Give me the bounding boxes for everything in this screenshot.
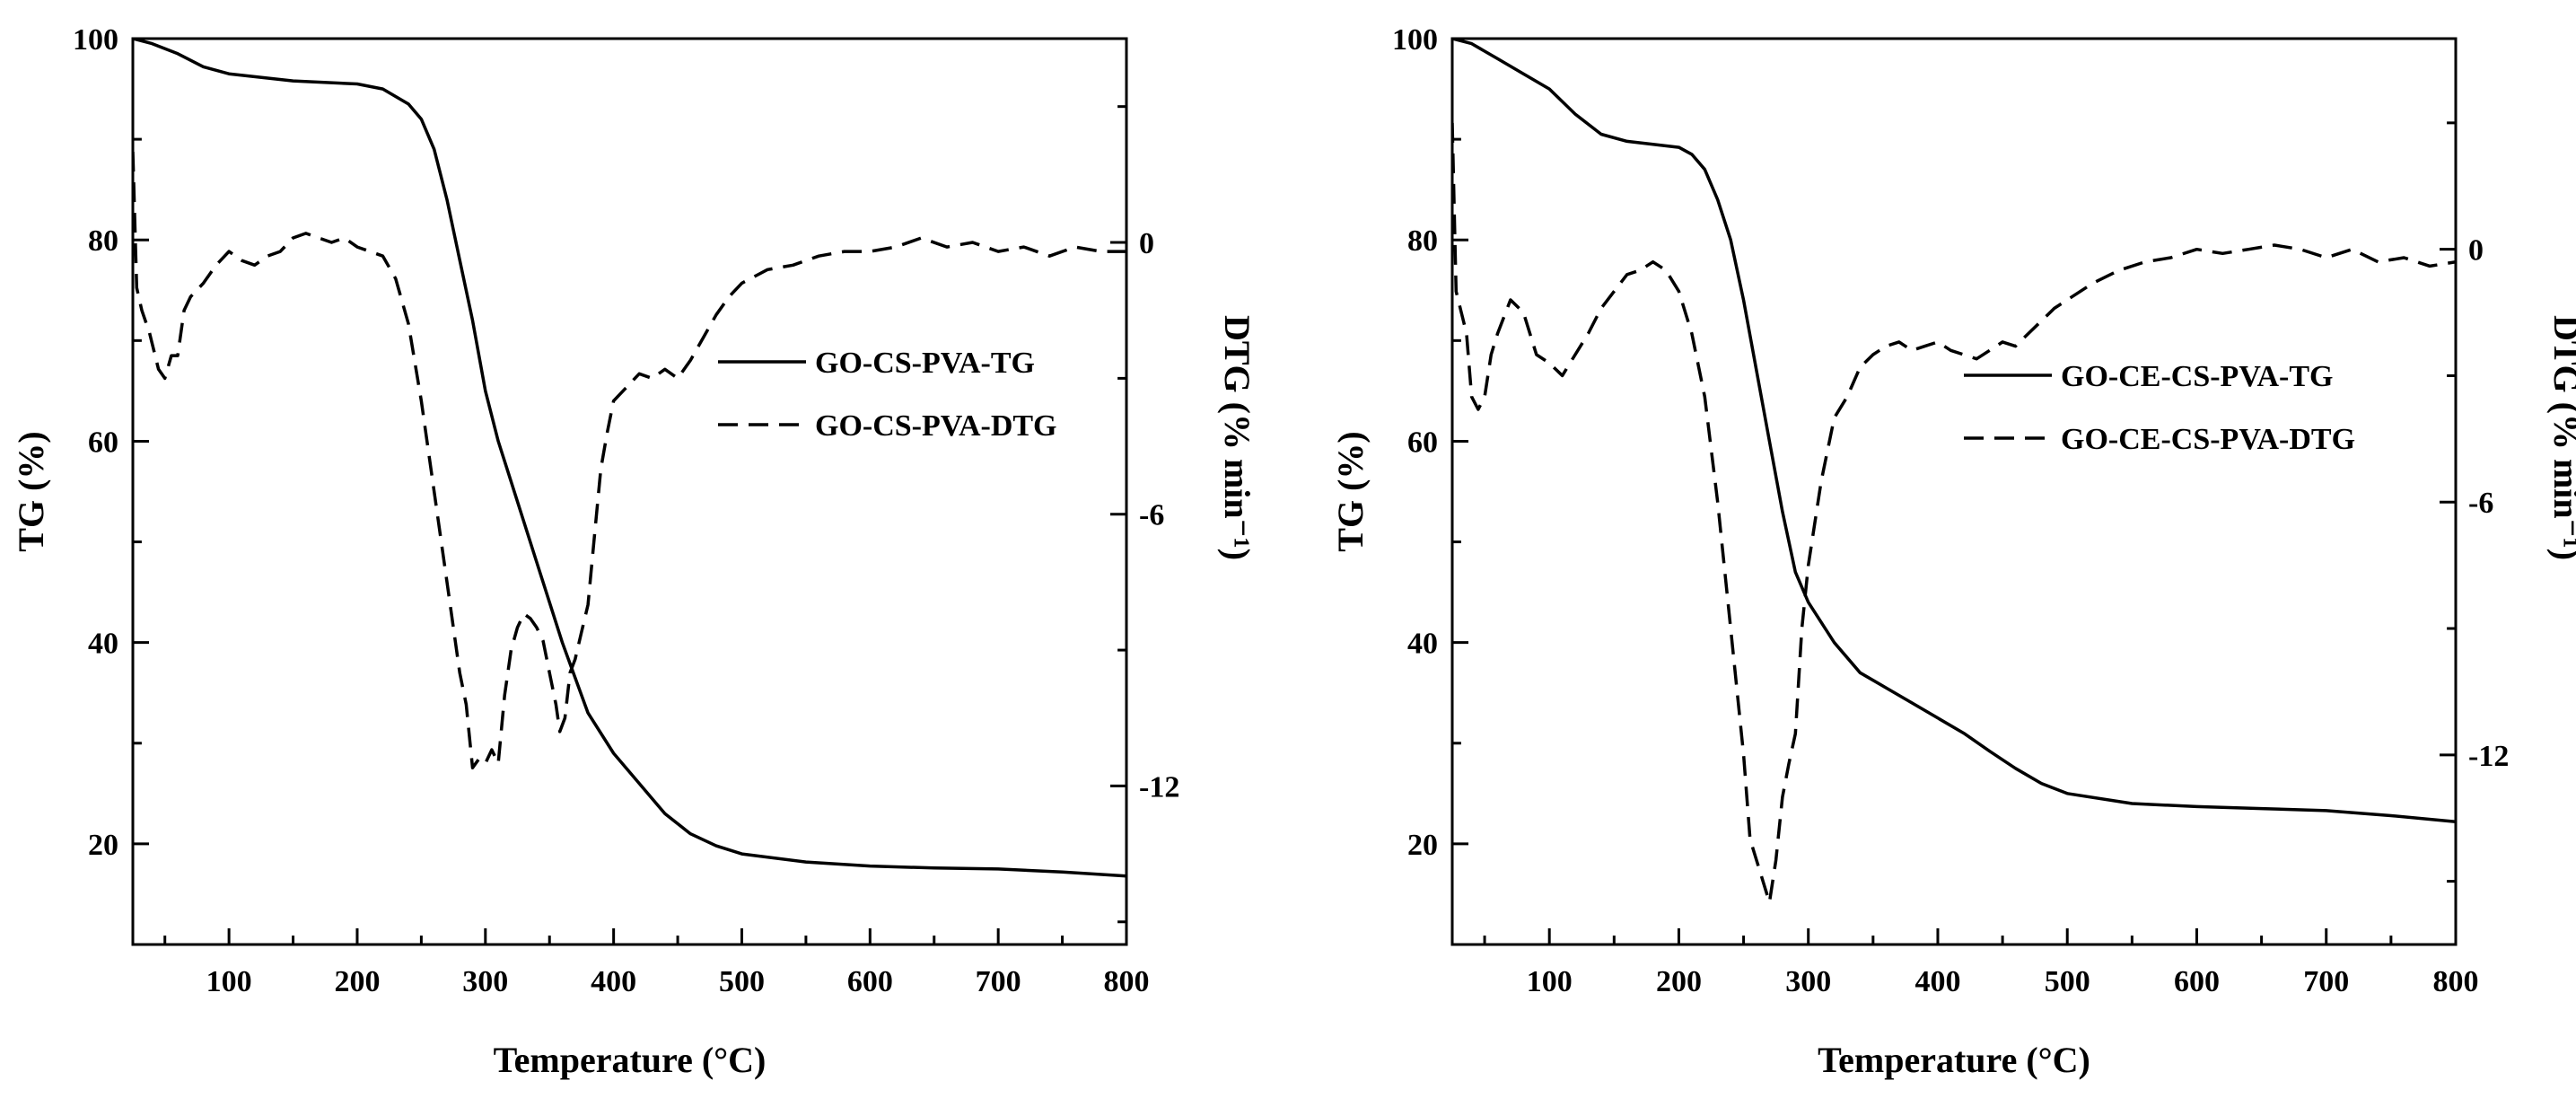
y-tick-label: 60 <box>88 426 118 459</box>
y-tick-label: 20 <box>1407 829 1438 862</box>
legend-label: GO-CS-PVA-TG <box>815 347 1035 380</box>
legend-label: GO-CE-CS-PVA-TG <box>2061 360 2334 393</box>
plot-frame <box>131 37 1128 946</box>
y-tick-label: 100 <box>1392 23 1438 57</box>
x-tick-label: 300 <box>462 965 508 998</box>
x-tick-label: 500 <box>2045 965 2090 998</box>
x-tick-label: 600 <box>847 965 893 998</box>
y2-tick-label: -6 <box>1139 499 1164 532</box>
y-axis-label: TG (%) <box>1330 431 1371 551</box>
x-tick-label: 700 <box>976 965 1021 998</box>
y2-tick-label: 0 <box>1139 227 1154 260</box>
plot-frame <box>1450 37 2458 946</box>
x-tick-label: 800 <box>2433 965 2479 998</box>
y-tick-label: 40 <box>1407 628 1438 661</box>
series-line-go-cs-pva-dtg <box>133 152 1126 769</box>
x-tick-label: 200 <box>334 965 380 998</box>
y-tick-label: 80 <box>88 224 118 258</box>
y2-axis-label: DTG (% min⁻¹) <box>1217 315 1257 560</box>
panel-left: 100 200 300 400 500 600 700 800 20 40 60 80 100 0 -6 -1… <box>11 23 1257 1080</box>
y-tick-label: 20 <box>88 829 118 862</box>
x-tick-label: 100 <box>1527 965 1573 998</box>
y-tick-label: 100 <box>73 23 118 57</box>
y2-tick-label: -12 <box>2468 740 2509 773</box>
y2-tick-label: -6 <box>2468 487 2493 520</box>
x-tick-label: 200 <box>1656 965 1702 998</box>
y2-tick-label: 0 <box>2468 234 2484 268</box>
x-tick-label: 300 <box>1785 965 1831 998</box>
y2-axis-label: DTG (% min⁻¹) <box>2546 315 2576 560</box>
panel-right: 100 200 300 400 500 600 700 800 20 40 60 80 100 0 -6 -1… <box>1330 23 2576 1080</box>
y-axis-label: TG (%) <box>11 431 51 551</box>
series-line-go-cs-pva-tg <box>133 39 1126 878</box>
x-tick-label: 100 <box>206 965 252 998</box>
x-tick-label: 400 <box>1914 965 1960 998</box>
series-line-go-ce-cs-pva-tg <box>1452 39 2456 823</box>
x-tick-label: 800 <box>1104 965 1150 998</box>
y2-tick-label: -12 <box>1139 770 1179 804</box>
x-tick-label: 500 <box>719 965 765 998</box>
y-tick-label: 40 <box>88 628 118 661</box>
y-tick-label: 80 <box>1407 224 1438 258</box>
y-tick-label: 60 <box>1407 426 1438 459</box>
legend-label: GO-CS-PVA-DTG <box>815 409 1057 443</box>
x-tick-label: 700 <box>2303 965 2349 998</box>
x-tick-label: 600 <box>2174 965 2220 998</box>
series-line-go-ce-cs-pva-dtg <box>1452 122 2456 904</box>
x-axis-label: Temperature (°C) <box>1818 1040 2090 1080</box>
legend-label: GO-CE-CS-PVA-DTG <box>2061 423 2355 456</box>
x-axis-label: Temperature (°C) <box>494 1040 767 1080</box>
x-tick-label: 400 <box>591 965 636 998</box>
